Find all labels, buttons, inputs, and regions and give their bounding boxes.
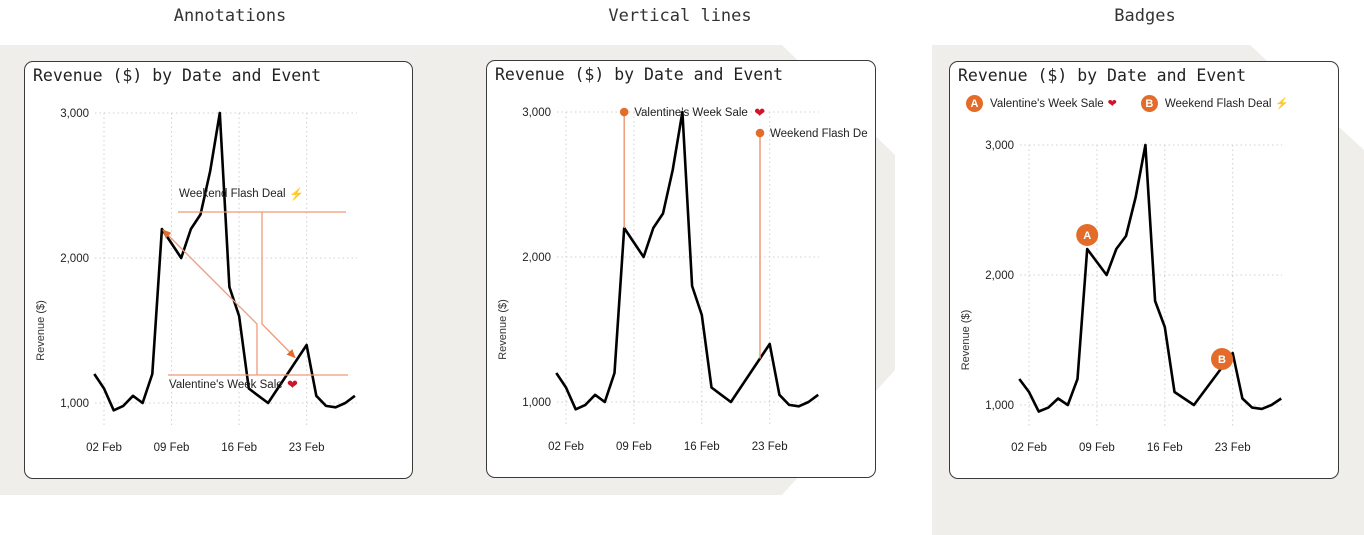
lightning-icon: ⚡ xyxy=(289,187,304,201)
y-axis-label: Revenue ($) xyxy=(960,310,972,371)
annotation-valentine-label: Valentine's Week Sale xyxy=(169,379,283,391)
chart-title: Revenue ($) by Date and Event xyxy=(958,66,1247,85)
x-tick-label: 02 Feb xyxy=(548,441,584,453)
x-tick-label: 16 Feb xyxy=(684,441,720,453)
legend-label: Valentine's Week Sale xyxy=(990,97,1104,110)
revenue-line[interactable] xyxy=(93,111,356,412)
legend-item-a[interactable]: A Valentine's Week Sale ❤ xyxy=(966,95,1117,112)
y-tick-label: 2,000 xyxy=(985,270,1014,282)
y-tick-label: 1,000 xyxy=(60,398,89,410)
x-tick-label: 09 Feb xyxy=(154,442,190,454)
annotations-chart-card[interactable]: Revenue ($) by Date and Event 3,000 2,000… xyxy=(24,61,413,479)
y-tick-label: 2,000 xyxy=(522,252,551,264)
section-title-vertical-lines: Vertical lines xyxy=(608,6,752,26)
heart-icon: ❤ xyxy=(1107,98,1117,110)
annotation-valentine-arrow xyxy=(162,229,258,375)
chart-title: Revenue ($) by Date and Event xyxy=(33,66,322,85)
lightning-icon: ⚡ xyxy=(1275,98,1290,110)
annotation-weekend-label: Weekend Flash Deal xyxy=(179,188,286,200)
svg-text:B: B xyxy=(1218,354,1226,366)
section-title-badges: Badges xyxy=(1114,6,1176,26)
legend-item-b[interactable]: B Weekend Flash Deal ⚡ xyxy=(1140,95,1290,112)
x-tick-label: 23 Feb xyxy=(752,441,788,453)
badges-chart-card[interactable]: Revenue ($) by Date and Event A Valentin… xyxy=(949,61,1339,479)
x-tick-label: 02 Feb xyxy=(86,442,122,454)
x-tick-label: 23 Feb xyxy=(1215,442,1251,454)
y-tick-label: 3,000 xyxy=(60,108,89,120)
plot-area: 3,000 2,000 1,000 02 Feb 09 Feb 16 Feb 23 Feb R… xyxy=(960,140,1282,454)
plot-area: 3,000 2,000 1,000 02 Feb 09 Feb 16 Feb 23 Feb R… xyxy=(35,108,357,454)
revenue-line[interactable] xyxy=(555,110,819,411)
y-tick-label: 2,000 xyxy=(60,253,89,265)
badge-a: A xyxy=(966,95,983,112)
x-tick-label: 02 Feb xyxy=(1011,442,1047,454)
event-marker-label: Weekend Flash De xyxy=(770,128,868,140)
event-marker-dot[interactable] xyxy=(755,128,765,138)
legend-label: Weekend Flash Deal xyxy=(1164,97,1272,110)
y-tick-label: 3,000 xyxy=(985,140,1014,152)
vertical-lines-chart-card[interactable]: Revenue ($) by Date and Event 3,000 2,000… xyxy=(486,60,876,478)
x-tick-label: 23 Feb xyxy=(289,442,325,454)
y-tick-label: 1,000 xyxy=(985,400,1014,412)
y-axis-label: Revenue ($) xyxy=(35,300,47,361)
svg-text:A: A xyxy=(1083,230,1091,242)
event-marker-dot[interactable] xyxy=(619,107,629,117)
section-title-annotations: Annotations xyxy=(173,6,287,26)
annotation-weekend-arrow xyxy=(261,212,296,359)
chart-title: Revenue ($) by Date and Event xyxy=(495,65,784,84)
heart-icon: ❤ xyxy=(287,377,298,392)
x-tick-label: 09 Feb xyxy=(1079,442,1115,454)
event-badge-b[interactable]: B xyxy=(1211,348,1233,370)
event-badge-a[interactable]: A xyxy=(1076,224,1099,246)
y-axis-label: Revenue ($) xyxy=(497,299,509,360)
revenue-line[interactable] xyxy=(1018,143,1282,413)
event-marker-label: Valentine's Week Sale xyxy=(634,107,748,119)
x-tick-label: 16 Feb xyxy=(1147,442,1183,454)
y-tick-label: 1,000 xyxy=(522,397,551,409)
plot-area: 3,000 2,000 1,000 02 Feb 09 Feb 16 Feb 23 Feb R… xyxy=(497,105,868,453)
x-tick-label: 16 Feb xyxy=(221,442,257,454)
badge-b: B xyxy=(1140,95,1158,112)
x-tick-label: 09 Feb xyxy=(616,441,652,453)
heart-icon: ❤ xyxy=(754,105,765,120)
event-legend: A Valentine's Week Sale ❤ B Weekend Flas… xyxy=(966,95,1313,112)
y-tick-label: 3,000 xyxy=(522,107,551,119)
